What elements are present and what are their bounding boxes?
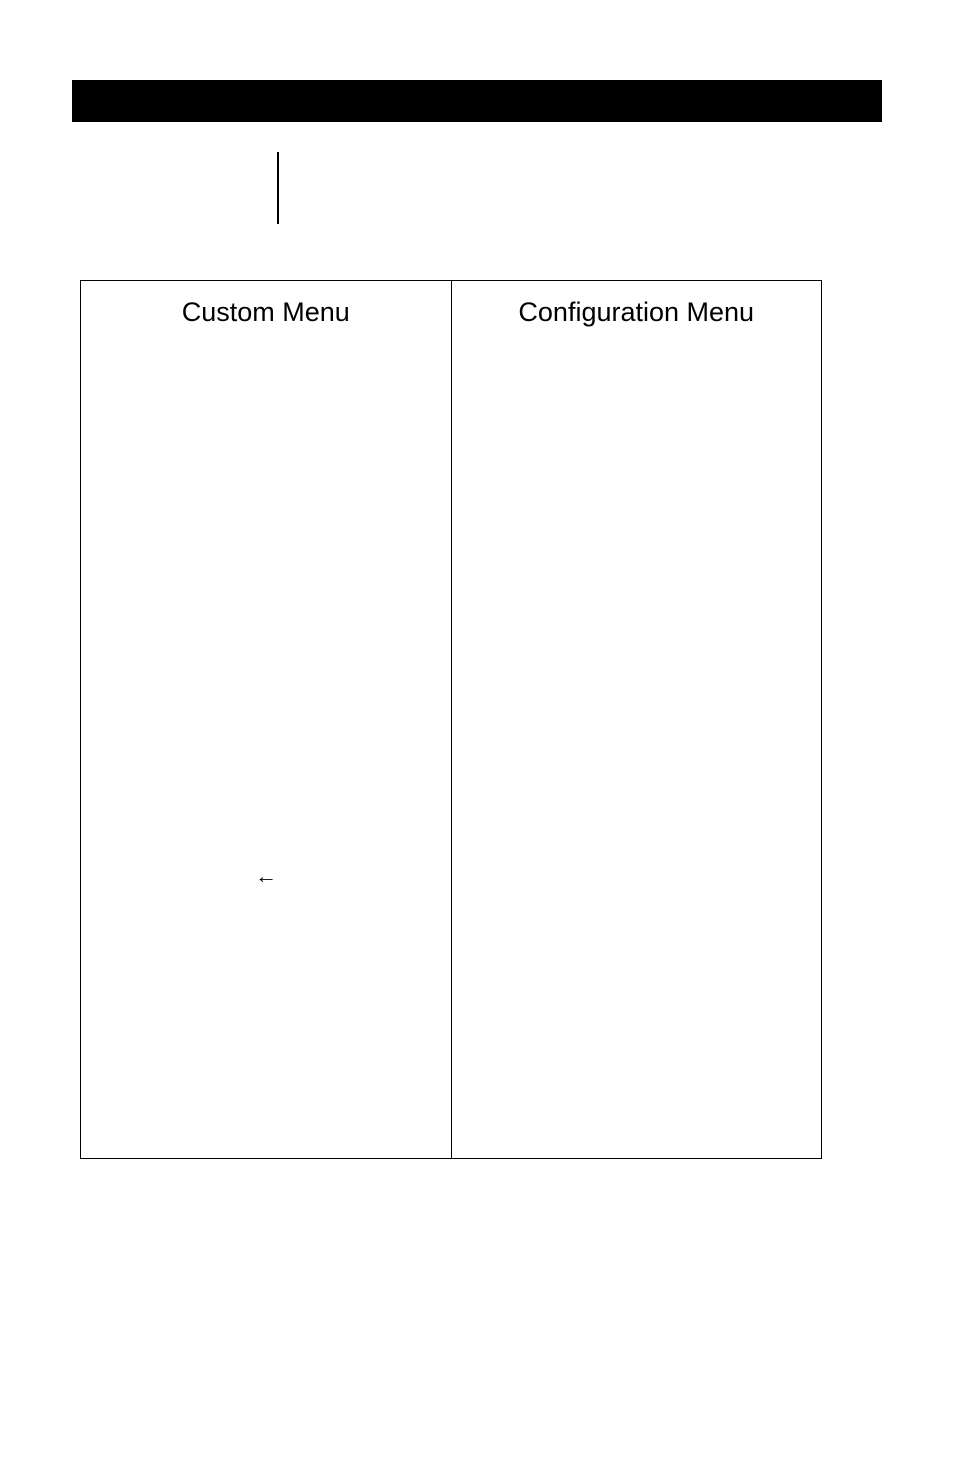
custom-menu-body: ← [81,336,452,1158]
arrow-container: ← [81,866,451,889]
header-custom-menu: Custom Menu [81,281,452,336]
cursor-region [277,152,882,224]
page-container: Custom Menu Configuration Menu ← [0,0,954,1159]
text-cursor [277,152,279,224]
configuration-menu-body [452,336,822,1158]
header-configuration-menu: Configuration Menu [452,281,822,336]
menu-table: Custom Menu Configuration Menu ← [80,280,822,1159]
header-bar [72,80,882,122]
table-body-row: ← [81,336,821,1158]
left-arrow-icon: ← [255,866,277,889]
table-header-row: Custom Menu Configuration Menu [81,281,821,336]
